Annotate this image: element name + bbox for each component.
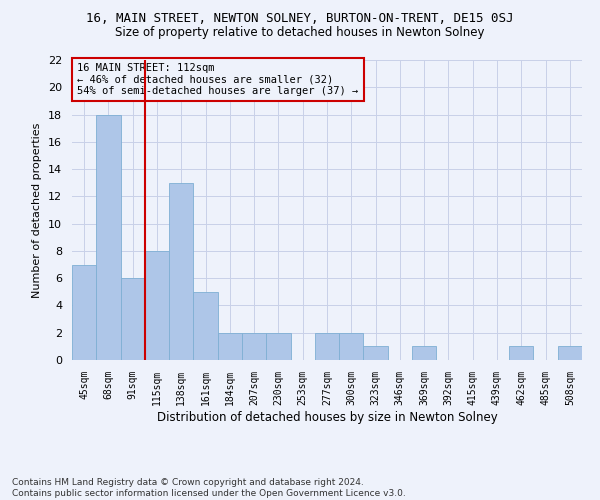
Bar xyxy=(218,332,242,360)
Text: 16, MAIN STREET, NEWTON SOLNEY, BURTON-ON-TRENT, DE15 0SJ: 16, MAIN STREET, NEWTON SOLNEY, BURTON-O… xyxy=(86,12,514,26)
Bar xyxy=(412,346,436,360)
Bar xyxy=(72,264,96,360)
Text: 16 MAIN STREET: 112sqm
← 46% of detached houses are smaller (32)
54% of semi-det: 16 MAIN STREET: 112sqm ← 46% of detached… xyxy=(77,63,358,96)
Text: Size of property relative to detached houses in Newton Solney: Size of property relative to detached ho… xyxy=(115,26,485,39)
Bar xyxy=(266,332,290,360)
Bar xyxy=(121,278,145,360)
Bar xyxy=(145,251,169,360)
Bar xyxy=(558,346,582,360)
Bar xyxy=(364,346,388,360)
Bar xyxy=(339,332,364,360)
Y-axis label: Number of detached properties: Number of detached properties xyxy=(32,122,43,298)
Bar xyxy=(315,332,339,360)
Bar xyxy=(193,292,218,360)
Text: Contains HM Land Registry data © Crown copyright and database right 2024.
Contai: Contains HM Land Registry data © Crown c… xyxy=(12,478,406,498)
Bar xyxy=(96,114,121,360)
X-axis label: Distribution of detached houses by size in Newton Solney: Distribution of detached houses by size … xyxy=(157,410,497,424)
Bar xyxy=(169,182,193,360)
Bar xyxy=(242,332,266,360)
Bar xyxy=(509,346,533,360)
